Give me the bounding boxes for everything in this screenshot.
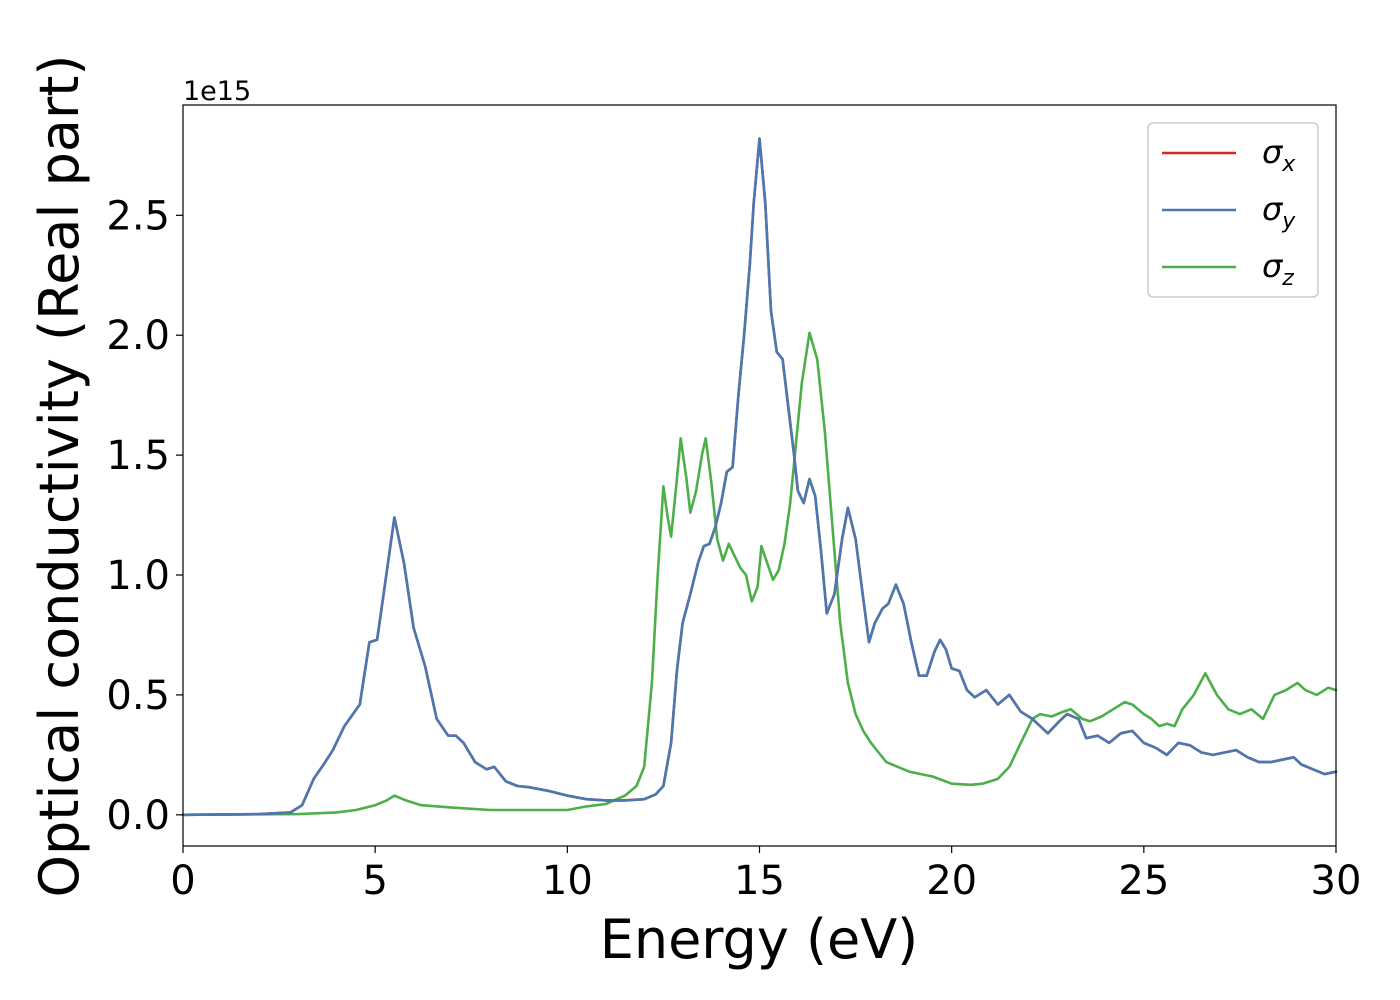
y-tick-label: 0.5 [106,673,170,719]
x-tick-label: 0 [170,858,195,904]
y-axis-ticks: 0.0 0.5 1.0 1.5 2.0 2.5 [106,193,183,839]
x-tick-label: 30 [1311,858,1362,904]
x-tick-label: 20 [926,858,977,904]
series-line-sigma-z [181,331,1338,817]
y-offset-label: 1e15 [183,76,251,107]
x-tick-label: 25 [1118,858,1169,904]
y-tick-label: 1.5 [106,433,170,479]
x-tick-label: 15 [734,858,785,904]
y-tick-label: 2.0 [106,313,170,359]
y-axis-label: Optical conductivity (Real part) [28,55,91,898]
y-tick-label: 2.5 [106,193,170,239]
series-line-sigma-y [181,137,1338,817]
y-tick-label: 1.0 [106,553,170,599]
x-axis-ticks: 0 5 10 15 20 25 30 [170,846,1361,904]
x-axis-label: Energy (eV) [600,908,919,971]
series-layer [181,137,1338,817]
x-tick-label: 5 [362,858,387,904]
x-tick-label: 10 [542,858,593,904]
y-tick-label: 0.0 [106,793,170,839]
